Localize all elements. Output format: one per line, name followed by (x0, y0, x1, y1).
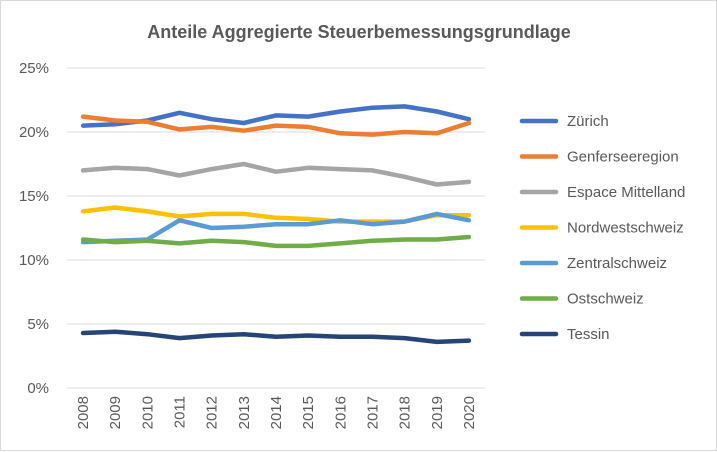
x-tick-label: 2012 (204, 396, 221, 429)
series-line (80, 329, 472, 345)
series-line (80, 161, 472, 187)
x-tick-label: 2015 (300, 396, 317, 429)
legend-label: Nordwestschweiz (567, 220, 684, 237)
legend: Zürich Genferseeregion Espace Mittelland No… (519, 113, 685, 343)
y-tick-label: 5% (27, 316, 49, 333)
x-tick-label: 2017 (364, 396, 381, 429)
series-line (80, 114, 472, 137)
x-axis-ticks: 2008 2009 2010 2011 2012 2013 2014 2015 2016 2017… (75, 396, 478, 429)
legend-label: Zentralschweiz (567, 255, 667, 272)
legend-label: Tessin (567, 326, 610, 343)
y-tick-label: 20% (19, 124, 49, 141)
gridlines (67, 67, 485, 389)
y-axis-ticks: 0% 5% 10% 15% 20% 25% (19, 60, 49, 397)
x-tick-label: 2009 (107, 396, 124, 429)
x-tick-label: 2016 (332, 396, 349, 429)
x-tick-label: 2013 (236, 396, 253, 429)
y-tick-label: 25% (19, 60, 49, 77)
y-tick-label: 15% (19, 188, 49, 205)
y-tick-label: 0% (27, 380, 49, 397)
x-tick-label: 2018 (397, 396, 414, 429)
chart-title: Anteile Aggregierte Steuerbemessungsgrun… (147, 22, 570, 42)
x-tick-label: 2011 (172, 396, 189, 428)
y-tick-label: 10% (19, 252, 49, 269)
legend-label: Espace Mittelland (567, 184, 685, 201)
legend-label: Zürich (567, 113, 609, 130)
series-line (80, 234, 472, 249)
legend-label: Genferseeregion (567, 149, 679, 166)
x-tick-label: 2019 (429, 396, 446, 429)
x-tick-label: 2010 (139, 396, 156, 429)
series-lines (80, 104, 472, 345)
legend-label: Ostschweiz (567, 291, 644, 308)
x-tick-label: 2014 (268, 396, 285, 429)
x-tick-label: 2008 (75, 396, 92, 429)
x-tick-label: 2020 (461, 396, 478, 429)
